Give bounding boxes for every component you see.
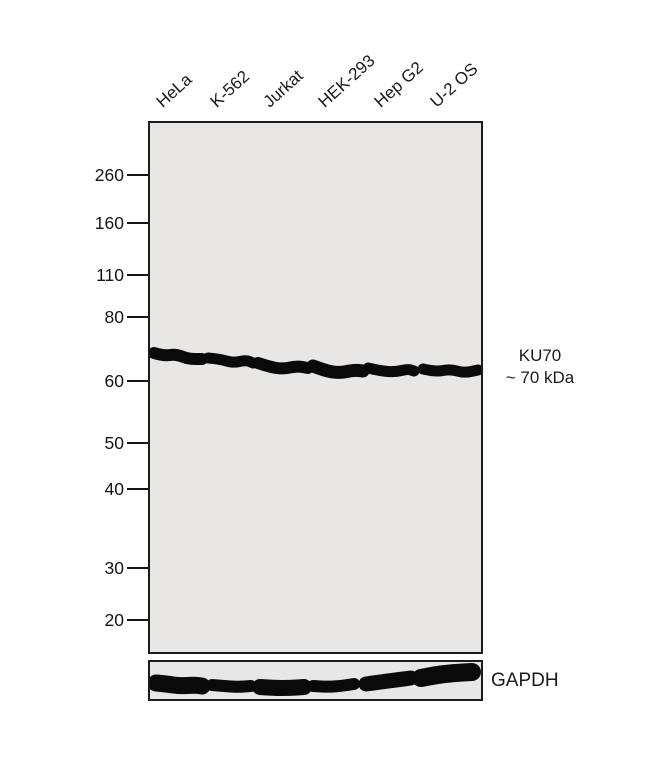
loading-control-label: GAPDH [491, 670, 559, 691]
band-hep-g2 [362, 362, 420, 378]
mw-marker-110: 110 [0, 264, 148, 286]
lane-label-jurkat: Jurkat [259, 66, 307, 112]
mw-value: 260 [94, 164, 124, 185]
mw-tick-line [127, 619, 148, 621]
target-annotation: KU70 ~ 70 kDa [494, 345, 586, 389]
mw-value: 40 [104, 478, 124, 499]
mw-tick-line [127, 567, 148, 569]
loading-control-panel [148, 660, 483, 701]
mw-tick-line [127, 442, 148, 444]
band-u-2-os [412, 663, 481, 687]
mw-value: 20 [104, 609, 124, 630]
mw-value: 60 [104, 370, 124, 391]
mw-tick-line [127, 380, 148, 382]
lane-label-u-2-os: U-2 OS [426, 59, 482, 112]
mw-value: 50 [104, 432, 124, 453]
lane-label-hela: HeLa [152, 69, 196, 112]
band-jurkat [252, 357, 314, 375]
target-name: KU70 [518, 346, 562, 365]
mw-marker-20: 20 [0, 609, 148, 631]
mw-tick-line [127, 274, 148, 276]
mw-marker-160: 160 [0, 212, 148, 234]
mw-value: 80 [104, 306, 124, 327]
band-u-2-os [417, 363, 481, 378]
band-k-562 [202, 352, 259, 369]
mw-tick-line [127, 174, 148, 176]
mw-marker-50: 50 [0, 432, 148, 454]
mw-value: 160 [94, 212, 124, 233]
main-blot-panel [148, 121, 483, 654]
mw-marker-60: 60 [0, 370, 148, 392]
lane-label-k-562: K-562 [206, 66, 254, 112]
band-hela [150, 674, 211, 695]
band-jurkat [252, 679, 312, 696]
mw-value: 110 [96, 264, 124, 285]
band-hep-g2 [358, 670, 419, 692]
band-hek-293 [307, 678, 360, 693]
mw-marker-40: 40 [0, 478, 148, 500]
mw-marker-30: 30 [0, 557, 148, 579]
mw-tick-line [127, 488, 148, 490]
gapdh-band-lanes [150, 663, 481, 696]
lane-label-hek-293: HEK-293 [314, 50, 379, 112]
ku70-band-lanes [150, 347, 481, 379]
mw-marker-80: 80 [0, 306, 148, 328]
mw-value: 30 [104, 557, 124, 578]
mw-marker-260: 260 [0, 164, 148, 186]
band-k-562 [206, 679, 257, 693]
mw-tick-line [127, 316, 148, 318]
mw-tick-line [127, 222, 148, 224]
lane-label-hep-g2: Hep G2 [370, 57, 427, 112]
band-hek-293 [306, 359, 370, 379]
target-mw-note: ~ 70 kDa [505, 368, 575, 387]
band-hela [150, 347, 208, 365]
